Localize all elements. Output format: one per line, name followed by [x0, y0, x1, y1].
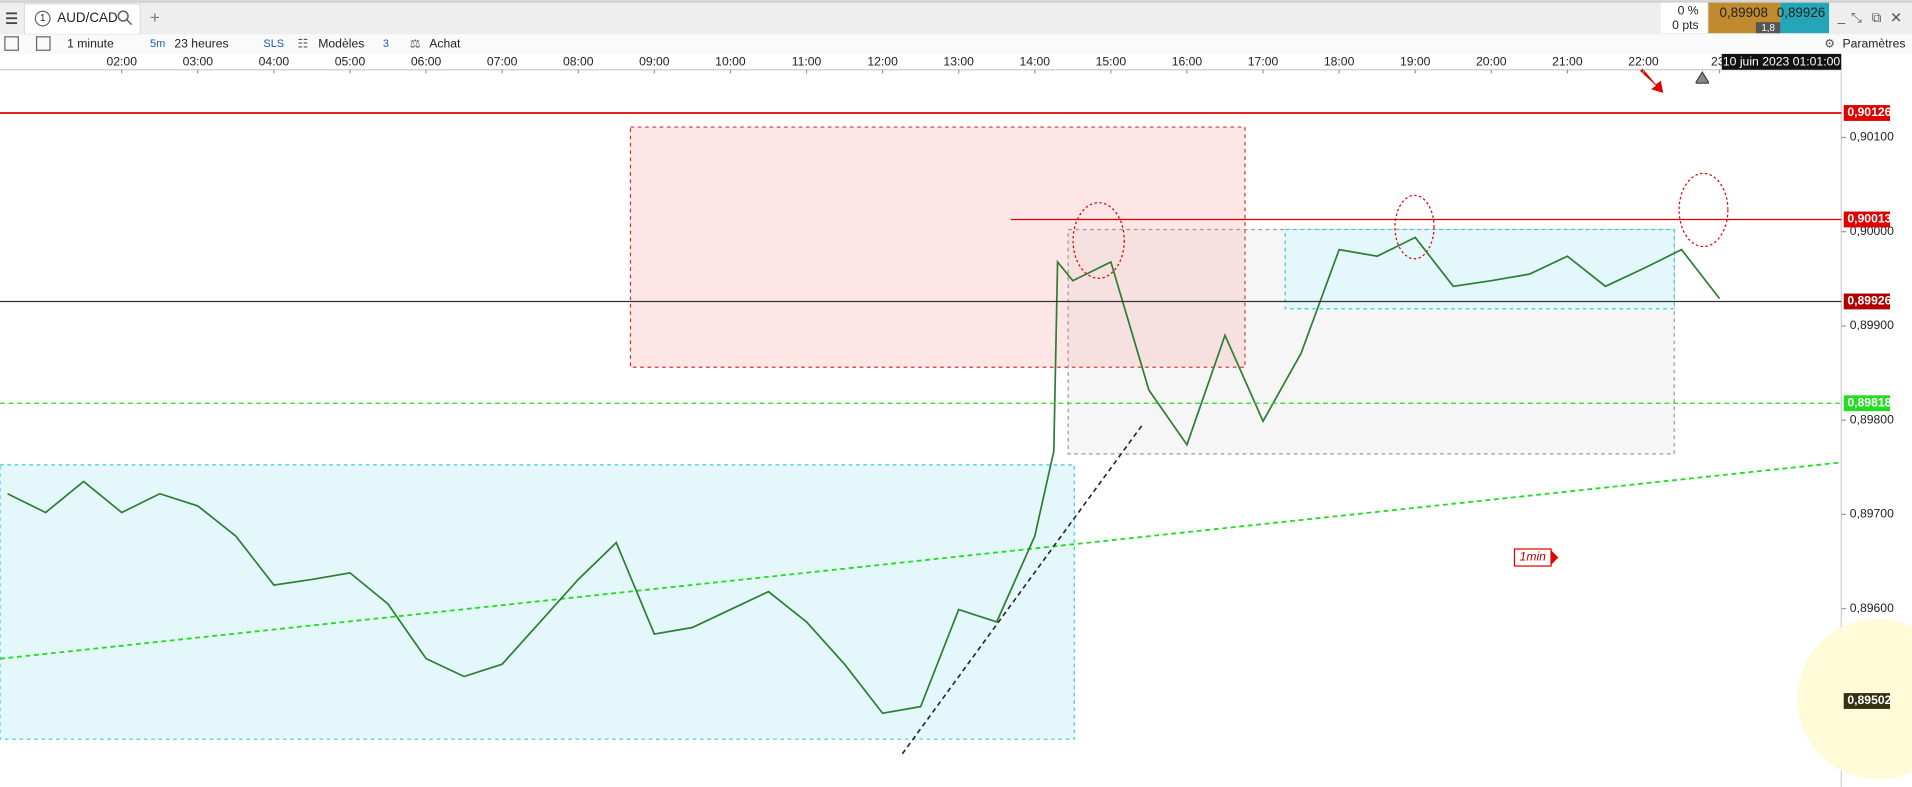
- menu-icon[interactable]: [6, 12, 18, 25]
- models[interactable]: Modèles: [318, 36, 364, 50]
- layout-icon[interactable]: [35, 36, 51, 51]
- x-tick-label: 20:00: [1476, 55, 1507, 69]
- restore[interactable]: ⤡: [1851, 10, 1862, 25]
- change-pct: 0 %: [1678, 3, 1699, 17]
- y-tick-label: 0,90000: [1850, 224, 1894, 238]
- minimize[interactable]: _: [1837, 9, 1846, 24]
- cursor-time: 10 juin 2023 01:01:00: [1723, 55, 1840, 69]
- x-tick-label: 06:00: [411, 55, 442, 69]
- list-icon[interactable]: [4, 36, 19, 51]
- price-label: 0,89926: [1847, 294, 1891, 308]
- arrow-marker: [1640, 68, 1664, 93]
- x-tick-label: 09:00: [639, 55, 670, 69]
- x-tick-label: 19:00: [1400, 55, 1431, 69]
- interval-short[interactable]: 5m: [150, 38, 165, 50]
- tab-number: 1: [40, 13, 45, 24]
- highlight-ellipse[interactable]: [1678, 172, 1729, 248]
- price-label-box: [1843, 293, 1891, 310]
- settings[interactable]: Paramètres: [1842, 36, 1905, 50]
- y-tick-label: 0,90100: [1850, 130, 1894, 144]
- x-tick-label: 11:00: [792, 55, 822, 69]
- models-count: 3: [383, 38, 389, 50]
- x-tick-label: 04:00: [259, 55, 290, 69]
- x-tick-label: 08:00: [563, 55, 594, 69]
- tab-badge: [34, 10, 51, 27]
- annotation-pointer: [1551, 550, 1559, 565]
- tool-bar: [0, 34, 1912, 54]
- models-icon: ☷: [298, 36, 309, 50]
- price-label: 0,89502: [1847, 693, 1891, 707]
- home-marker[interactable]: [1695, 71, 1709, 84]
- x-tick-label: 05:00: [335, 55, 366, 69]
- x-tick-label: 02:00: [106, 55, 137, 69]
- detach[interactable]: ⧉: [1872, 10, 1882, 25]
- highlight-ellipse[interactable]: [1394, 194, 1435, 260]
- symbol-tab[interactable]: [23, 3, 141, 36]
- y-tick-label: 0,89700: [1850, 507, 1894, 521]
- cursor-box: [1721, 53, 1842, 70]
- close[interactable]: ✕: [1890, 10, 1902, 26]
- change-box: [1660, 2, 1708, 34]
- price-label: 0,90126: [1847, 105, 1891, 119]
- x-tick-label: 10:00: [715, 55, 746, 69]
- x-tick-label: 18:00: [1324, 55, 1355, 69]
- price-label-box: [1843, 211, 1891, 228]
- settings-icon: ⚙: [1824, 36, 1835, 50]
- y-tick-label: 0,89600: [1850, 601, 1894, 615]
- y-tick-label: 0,89800: [1850, 412, 1894, 426]
- x-tick-label: 15:00: [1096, 55, 1127, 69]
- x-tick-label: 16:00: [1172, 55, 1203, 69]
- search-icon[interactable]: [117, 10, 133, 26]
- y-tick-label: 0,89900: [1850, 318, 1894, 332]
- tab-bar: [0, 0, 1912, 35]
- top-border: [0, 0, 1912, 3]
- period[interactable]: 23 heures: [174, 36, 228, 50]
- buy-icon: ⚖: [410, 36, 421, 50]
- x-tick-label: 21:00: [1552, 55, 1583, 69]
- price-label-box: [1843, 395, 1891, 412]
- price-label: 0,89818: [1847, 395, 1891, 409]
- annotation: 1min: [1520, 550, 1547, 564]
- bid-price: 0,89908: [1719, 5, 1767, 20]
- add-tab[interactable]: +: [150, 8, 160, 27]
- ask-button[interactable]: [1780, 2, 1830, 34]
- spread-box: [1755, 22, 1781, 34]
- x-tick-label: 14:00: [1020, 55, 1051, 69]
- x-tick-label: 17:00: [1248, 55, 1279, 69]
- price-line-series: [7, 236, 1721, 715]
- x-tick-label: 22:00: [1628, 55, 1659, 69]
- supply-zone[interactable]: [629, 126, 1246, 368]
- ask-price: 0,89926: [1777, 5, 1825, 20]
- sls[interactable]: SLS: [263, 38, 284, 50]
- trend-line[interactable]: [0, 461, 1842, 660]
- interval[interactable]: 1 minute: [67, 36, 114, 50]
- x-tick-label: 03:00: [183, 55, 214, 69]
- symbol: AUD/CAD: [57, 10, 118, 25]
- change-pts: 0 pts: [1672, 18, 1698, 32]
- range-box[interactable]: [1284, 228, 1675, 310]
- price-label: 0,90013: [1847, 212, 1891, 226]
- x-tick-label: 12:00: [867, 55, 898, 69]
- spread: 1,8: [1761, 23, 1775, 34]
- buy[interactable]: Achat: [429, 36, 461, 50]
- x-tick-label: 13:00: [943, 55, 974, 69]
- price-label-box: [1843, 693, 1891, 709]
- highlight-ellipse[interactable]: [1072, 202, 1125, 279]
- price-label-box: [1843, 105, 1891, 121]
- x-tick-label: 07:00: [487, 55, 518, 69]
